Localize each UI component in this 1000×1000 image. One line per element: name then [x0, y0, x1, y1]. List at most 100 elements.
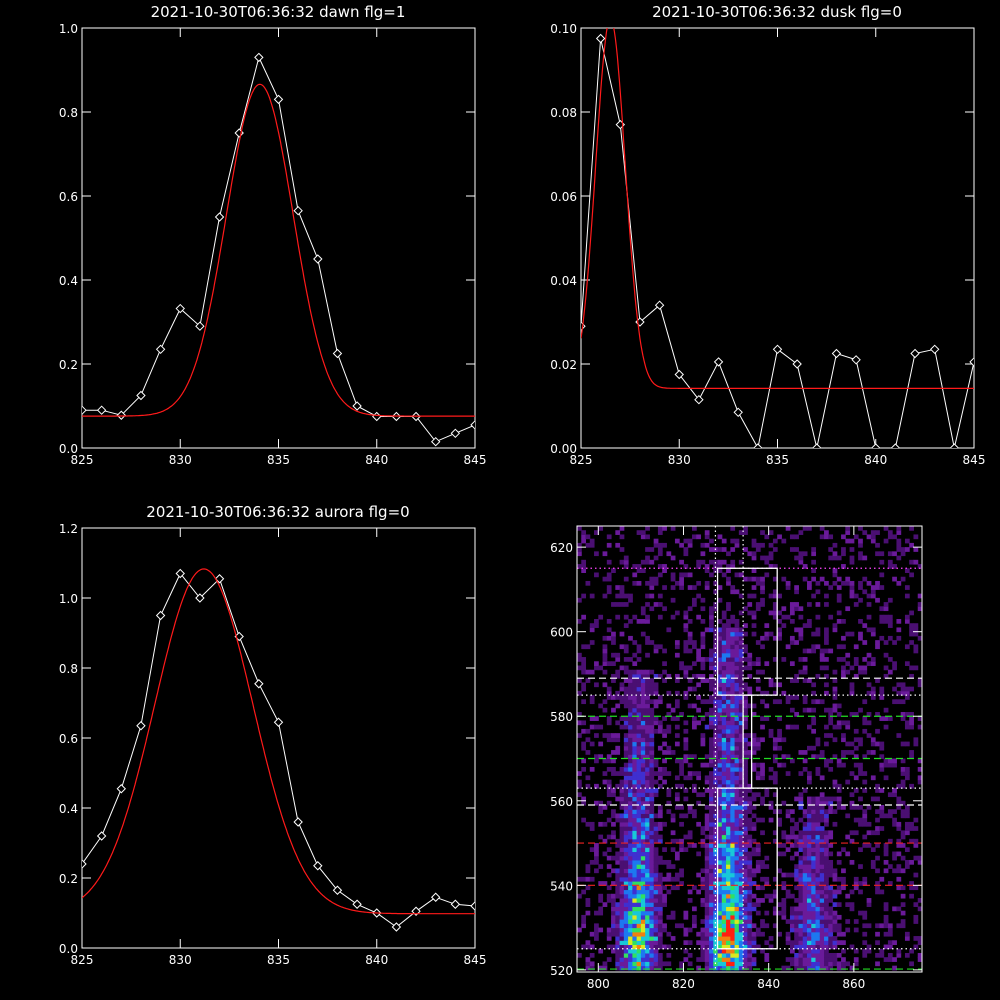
- heatmap-cell: [785, 813, 791, 819]
- heatmap-cell: [853, 961, 859, 967]
- heatmap-cell: [879, 686, 885, 692]
- heatmap-cell: [709, 762, 714, 768]
- heatmap-cell: [785, 614, 791, 620]
- heatmap-cell: [683, 627, 689, 633]
- heatmap-cell: [811, 855, 817, 861]
- heatmap-cell: [730, 885, 736, 891]
- heatmap-cell: [645, 821, 650, 827]
- heatmap-cell: [904, 619, 910, 624]
- heatmap-cell: [692, 602, 697, 607]
- heatmap-cell: [717, 669, 723, 675]
- heatmap-cell: [585, 864, 591, 869]
- heatmap-cell: [755, 576, 761, 582]
- heatmap-cell: [815, 927, 821, 933]
- heatmap-cell: [841, 805, 846, 810]
- heatmap-cell: [743, 859, 748, 865]
- heatmap-cell: [674, 703, 680, 709]
- heatmap-cell: [819, 957, 825, 962]
- y-tick-label: 0.6: [59, 190, 78, 204]
- heatmap-cell: [875, 855, 880, 861]
- heatmap-cell: [879, 788, 885, 793]
- heatmap-cell: [674, 876, 680, 882]
- heatmap-cell: [692, 534, 697, 540]
- heatmap-cell: [611, 927, 616, 933]
- heatmap-cell: [909, 610, 914, 616]
- heatmap-cell: [789, 695, 795, 700]
- heatmap-cell: [709, 834, 714, 840]
- heatmap-cell: [649, 640, 655, 645]
- heatmap-cell: [683, 745, 689, 751]
- heatmap-cell: [772, 538, 778, 544]
- heatmap-cell: [862, 716, 868, 721]
- heatmap-cell: [743, 788, 748, 793]
- heatmap-cell: [875, 889, 880, 895]
- y-tick-label: 620: [550, 541, 573, 555]
- heatmap-cell: [853, 885, 859, 891]
- heatmap-cell: [645, 868, 650, 874]
- heatmap-cell: [628, 716, 633, 721]
- heatmap-cell: [606, 931, 612, 937]
- heatmap-cell: [730, 914, 736, 920]
- heatmap-cell: [738, 952, 744, 958]
- heatmap-cell: [832, 940, 838, 946]
- heatmap-cell: [743, 576, 748, 582]
- heatmap-cell: [649, 741, 655, 747]
- y-tick-label: 0.02: [550, 358, 577, 372]
- heatmap-cell: [692, 585, 697, 590]
- heatmap-cell: [743, 724, 748, 730]
- heatmap-cell: [709, 547, 714, 552]
- heatmap-cell: [802, 648, 808, 654]
- heatmap-cell: [615, 957, 621, 962]
- y-tick-label: 0.0: [59, 942, 78, 956]
- heatmap-cell: [807, 834, 812, 840]
- heatmap-cell: [640, 788, 646, 793]
- heatmap-cell: [760, 800, 765, 806]
- heatmap-cell: [615, 593, 621, 599]
- heatmap-cell: [819, 796, 825, 802]
- heatmap-cell: [700, 830, 706, 836]
- heatmap-cell: [853, 728, 859, 734]
- heatmap-cell: [828, 809, 834, 814]
- heatmap-cell: [704, 580, 710, 586]
- heatmap-cell: [772, 893, 778, 899]
- heatmap-cell: [836, 805, 842, 810]
- heatmap-cell: [653, 952, 659, 958]
- gaussian-fit-line: [82, 568, 475, 915]
- heatmap-cell: [700, 952, 706, 958]
- heatmap-cell: [683, 640, 689, 645]
- heatmap-cell: [645, 619, 650, 624]
- heatmap-cell: [721, 910, 727, 916]
- heatmap-cell: [704, 919, 710, 924]
- heatmap-cell: [730, 864, 736, 869]
- heatmap-cell: [909, 720, 914, 726]
- heatmap-cell: [632, 572, 638, 578]
- heatmap-cell: [662, 585, 667, 590]
- heatmap-cell: [845, 779, 851, 785]
- heatmap-cell: [734, 952, 740, 958]
- heatmap-cell: [849, 965, 855, 971]
- heatmap-cell: [751, 851, 757, 857]
- heatmap-cell: [700, 542, 706, 548]
- heatmap-cell: [653, 889, 659, 895]
- data-point-marker: [195, 593, 205, 603]
- heatmap-cell: [623, 961, 629, 967]
- heatmap-cell: [709, 657, 714, 662]
- heatmap-cell: [717, 910, 723, 916]
- heatmap-cell: [777, 843, 782, 848]
- heatmap-cell: [611, 923, 616, 929]
- heatmap-cell: [679, 805, 684, 810]
- heatmap-cell: [628, 800, 633, 806]
- heatmap-cell: [721, 948, 727, 954]
- heatmap-cell: [721, 712, 727, 717]
- heatmap-cell: [755, 542, 761, 548]
- heatmap-cell: [789, 914, 795, 920]
- heatmap-cell: [815, 931, 821, 937]
- heatmap-cell: [917, 564, 923, 569]
- heatmap-cell: [794, 627, 799, 633]
- heatmap-cell: [645, 728, 650, 734]
- heatmap-cell: [811, 830, 817, 836]
- heatmap-cell: [875, 881, 880, 886]
- heatmap-cell: [653, 885, 659, 891]
- heatmap-cell: [738, 838, 744, 844]
- heatmap-cell: [734, 847, 740, 853]
